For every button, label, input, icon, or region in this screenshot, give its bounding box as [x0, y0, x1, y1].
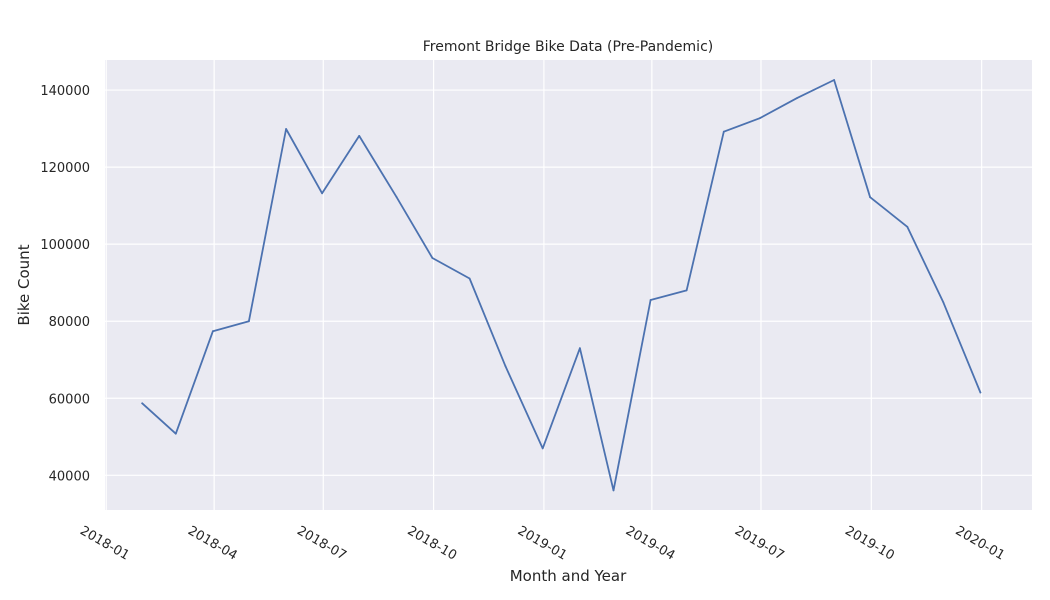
y-axis-label: Bike Count — [15, 244, 33, 325]
data-point — [869, 196, 871, 199]
data-point — [504, 365, 507, 368]
y-tick-label: 80000 — [49, 315, 90, 330]
chart-title: Fremont Bridge Bike Data (Pre-Pandemic) — [423, 39, 713, 55]
y-gridlines — [105, 89, 1032, 476]
series-layer — [141, 79, 982, 492]
y-tick-label: 40000 — [49, 469, 90, 484]
data-point — [395, 195, 398, 198]
data-point — [321, 192, 323, 195]
y-tick-labels: 40000 60000 80000 100000 120000 140000 — [40, 84, 90, 484]
x-gridlines — [105, 60, 983, 510]
data-point — [579, 347, 581, 350]
x-tick-label: 2019-04 — [623, 523, 678, 563]
data-point — [541, 447, 544, 450]
data-point — [942, 301, 945, 304]
x-tick-label: 2019-07 — [732, 523, 787, 563]
plot-background — [105, 60, 1032, 510]
y-tick-label: 100000 — [40, 238, 90, 253]
x-tick-label: 2018-07 — [294, 523, 349, 563]
data-point — [906, 225, 909, 228]
x-tick-labels: 2018-01 2018-04 2018-07 2018-10 2019-01 2019-… — [77, 523, 1007, 563]
data-point — [758, 117, 761, 120]
x-axis-label: Month and Year — [510, 567, 627, 585]
x-tick-label: 2018-10 — [405, 523, 460, 563]
data-point — [722, 130, 725, 133]
data-point — [285, 128, 287, 130]
data-point — [796, 97, 798, 99]
x-tick-label: 2019-10 — [842, 523, 897, 563]
data-point — [212, 330, 214, 333]
data-point — [649, 299, 652, 301]
data-point — [431, 257, 434, 259]
data-point — [248, 320, 250, 323]
data-point — [979, 391, 982, 394]
data-point — [612, 489, 615, 492]
series-line — [141, 79, 982, 492]
data-point — [468, 277, 471, 280]
data-point — [358, 135, 361, 137]
y-tick-label: 120000 — [40, 161, 90, 176]
x-tick-label: 2019-01 — [515, 523, 570, 563]
data-point — [141, 402, 144, 405]
x-tick-label: 2020-01 — [953, 523, 1008, 563]
y-tick-label: 140000 — [40, 84, 90, 99]
data-point — [685, 289, 688, 292]
data-point — [833, 79, 835, 81]
data-point — [174, 432, 177, 435]
y-tick-label: 60000 — [49, 392, 90, 407]
x-tick-label: 2018-04 — [185, 523, 240, 563]
x-tick-label: 2018-01 — [77, 523, 132, 563]
